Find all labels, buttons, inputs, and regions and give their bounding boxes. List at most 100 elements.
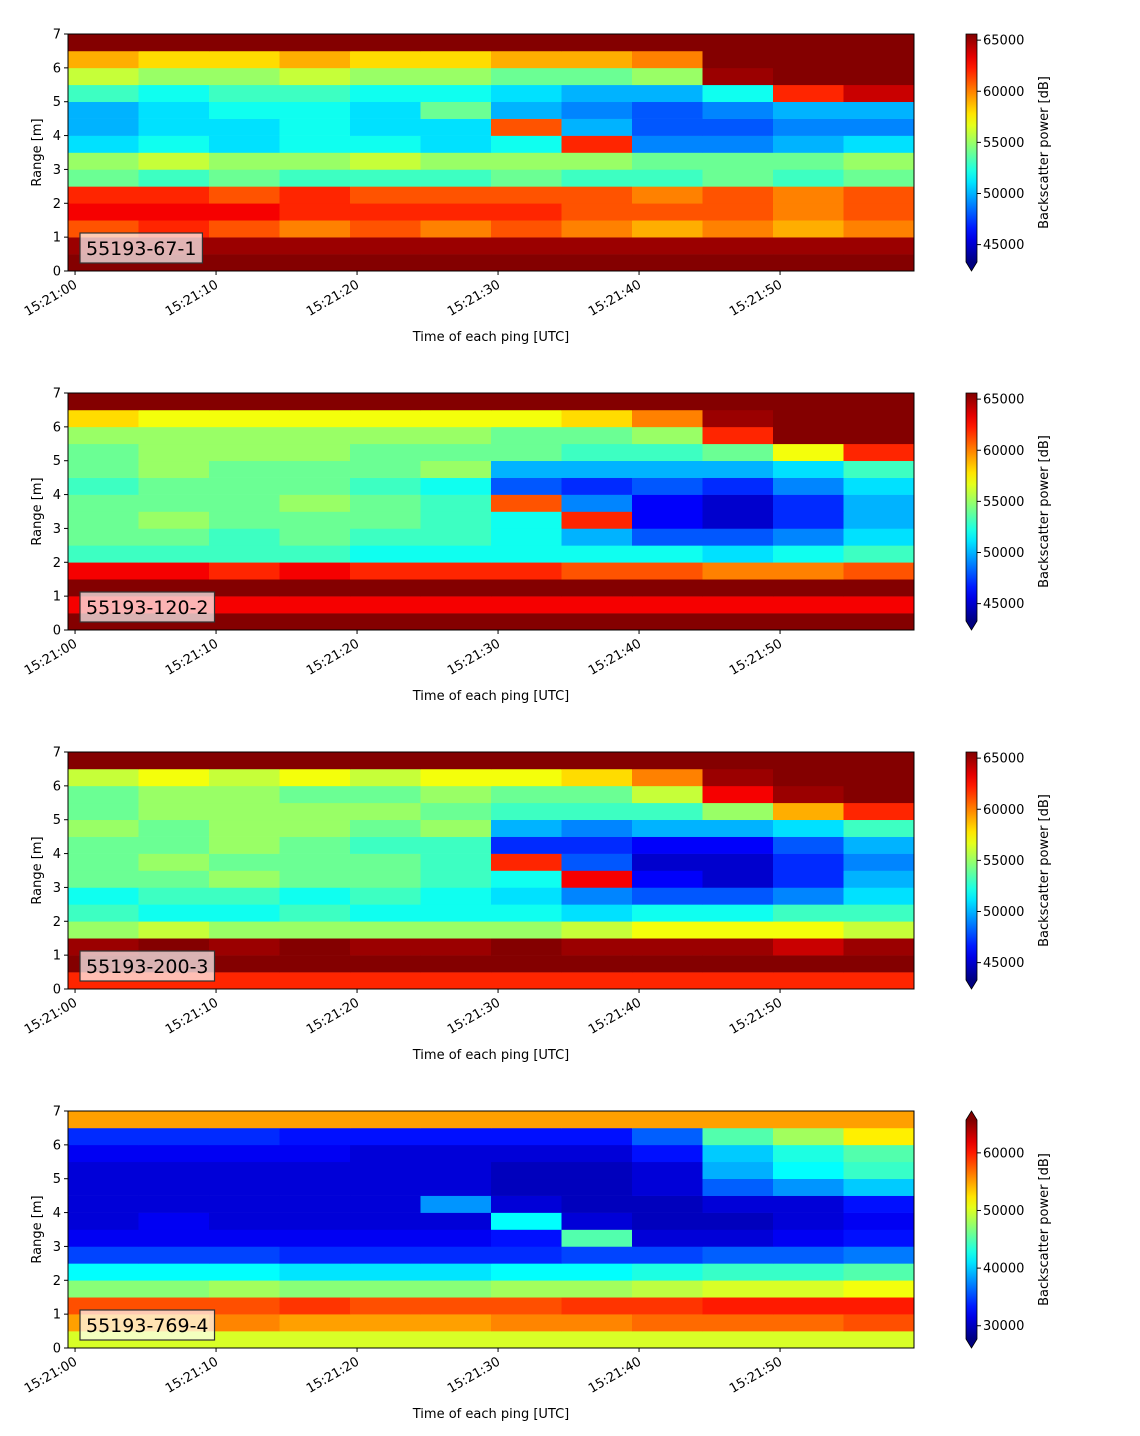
heatmap-cell — [702, 67, 774, 86]
heatmap-cell — [279, 84, 351, 103]
colorbar-tick-label: 50000 — [983, 187, 1024, 202]
heatmap-cell — [773, 613, 844, 631]
x-tick-label: 15:21:10 — [163, 1354, 221, 1396]
heatmap-cell — [702, 1280, 774, 1298]
heatmap-cell — [138, 1246, 210, 1264]
heatmap-cell — [68, 477, 139, 495]
heatmap-cell — [702, 785, 774, 804]
heatmap-cell — [350, 101, 421, 119]
heatmap-cell — [138, 393, 210, 411]
annotation-box — [79, 232, 204, 264]
heatmap-cell — [561, 836, 633, 854]
heatmap-cell — [68, 511, 139, 529]
colorbar-tick-label: 40000 — [983, 1262, 1024, 1277]
y-tick-label: 0 — [53, 983, 61, 998]
heatmap-cell — [773, 511, 844, 529]
colorbar-tick-label: 50000 — [983, 905, 1024, 920]
x-tick-label: 15:21:30 — [445, 277, 503, 319]
heatmap-cell — [843, 1314, 915, 1332]
heatmap-cell — [561, 752, 633, 770]
heatmap-cell — [561, 203, 633, 221]
heatmap-cell — [632, 460, 703, 478]
heatmap-cell — [773, 853, 844, 871]
heatmap-cell — [420, 1195, 492, 1213]
y-tick-label: 7 — [53, 387, 61, 402]
colorbar-frame — [965, 33, 978, 272]
plot-frame — [67, 33, 915, 272]
heatmap-cell — [561, 1229, 633, 1247]
heatmap-cell — [632, 84, 703, 103]
heatmap-cell — [773, 955, 844, 973]
heatmap-cell — [279, 752, 351, 770]
heatmap-cell — [702, 186, 774, 204]
colorbar-extend-min — [966, 262, 977, 271]
colorbar-tick-label: 65000 — [983, 752, 1024, 767]
heatmap-cell — [561, 118, 633, 136]
heatmap-cell — [632, 819, 703, 837]
heatmap-cell — [350, 460, 421, 478]
x-tick-label: 15:21:00 — [22, 277, 80, 319]
heatmap-cell — [773, 494, 844, 512]
heatmap-cell — [561, 169, 633, 187]
x-tick-label: 15:21:40 — [586, 636, 644, 678]
heatmap-cell — [279, 1195, 351, 1213]
heatmap-cell — [702, 1144, 774, 1163]
heatmap-cell — [350, 203, 421, 221]
heatmap-cell — [491, 409, 562, 428]
heatmap-cell — [702, 84, 774, 103]
heatmap-cell — [209, 613, 280, 631]
heatmap-cell — [632, 152, 703, 170]
heatmap-cell — [209, 169, 280, 187]
colorbar-tick-label: 60000 — [983, 803, 1024, 818]
heatmap-cell — [68, 186, 139, 204]
heatmap-cell — [491, 785, 562, 804]
heatmap-cell — [491, 169, 562, 187]
colorbar — [966, 1120, 977, 1339]
heatmap-cell — [209, 254, 280, 272]
heatmap-cell — [209, 494, 280, 512]
heatmap-cell — [209, 1195, 280, 1213]
heatmap-cell — [279, 169, 351, 187]
heatmap-cell — [491, 613, 562, 631]
heatmap-cell — [279, 477, 351, 495]
panel: 0 1 2 3 4 5 6 7 15:21:00 15:21:10 15:21:20 15:21:30… — [22, 28, 1052, 346]
heatmap-cell — [420, 203, 492, 221]
heatmap-cell — [68, 443, 139, 462]
y-tick-label: 5 — [53, 1172, 61, 1187]
colorbar-frame — [965, 392, 978, 631]
heatmap-cell — [632, 887, 703, 905]
heatmap-cell — [491, 802, 562, 821]
heatmap-cell — [702, 1229, 774, 1247]
heatmap-cell — [561, 409, 633, 428]
x-tick-label: 15:21:30 — [445, 1354, 503, 1396]
heatmap-cell — [420, 579, 492, 597]
heatmap-cell — [843, 904, 915, 922]
heatmap-cell — [702, 955, 774, 973]
heatmap-cell — [279, 528, 351, 546]
heatmap-cell — [279, 186, 351, 204]
heatmap-cell — [209, 579, 280, 597]
heatmap-cell — [702, 169, 774, 187]
heatmap-cell — [632, 254, 703, 272]
heatmap-cell — [702, 545, 774, 563]
heatmap-cell — [350, 1178, 421, 1196]
heatmap-cell — [561, 955, 633, 973]
y-tick-label: 5 — [53, 95, 61, 110]
heatmap-cell — [561, 785, 633, 804]
heatmap-cell — [561, 972, 633, 990]
heatmap-cell — [209, 938, 280, 956]
heatmap-cell — [350, 1111, 421, 1129]
heatmap-cell — [350, 768, 421, 787]
y-axis-label: Range [m] — [30, 1195, 45, 1263]
heatmap-cell — [420, 494, 492, 512]
colorbar-tick-label: 55000 — [983, 136, 1024, 151]
heatmap-cell — [350, 477, 421, 495]
heatmap-cell — [561, 1314, 633, 1332]
x-tick-label: 15:21:10 — [163, 277, 221, 319]
heatmap-cell — [420, 853, 492, 871]
heatmap-cell — [420, 528, 492, 546]
heatmap-cell — [702, 836, 774, 854]
heatmap-cell — [773, 1144, 844, 1163]
heatmap-cell — [632, 494, 703, 512]
heatmap-cell — [279, 955, 351, 973]
